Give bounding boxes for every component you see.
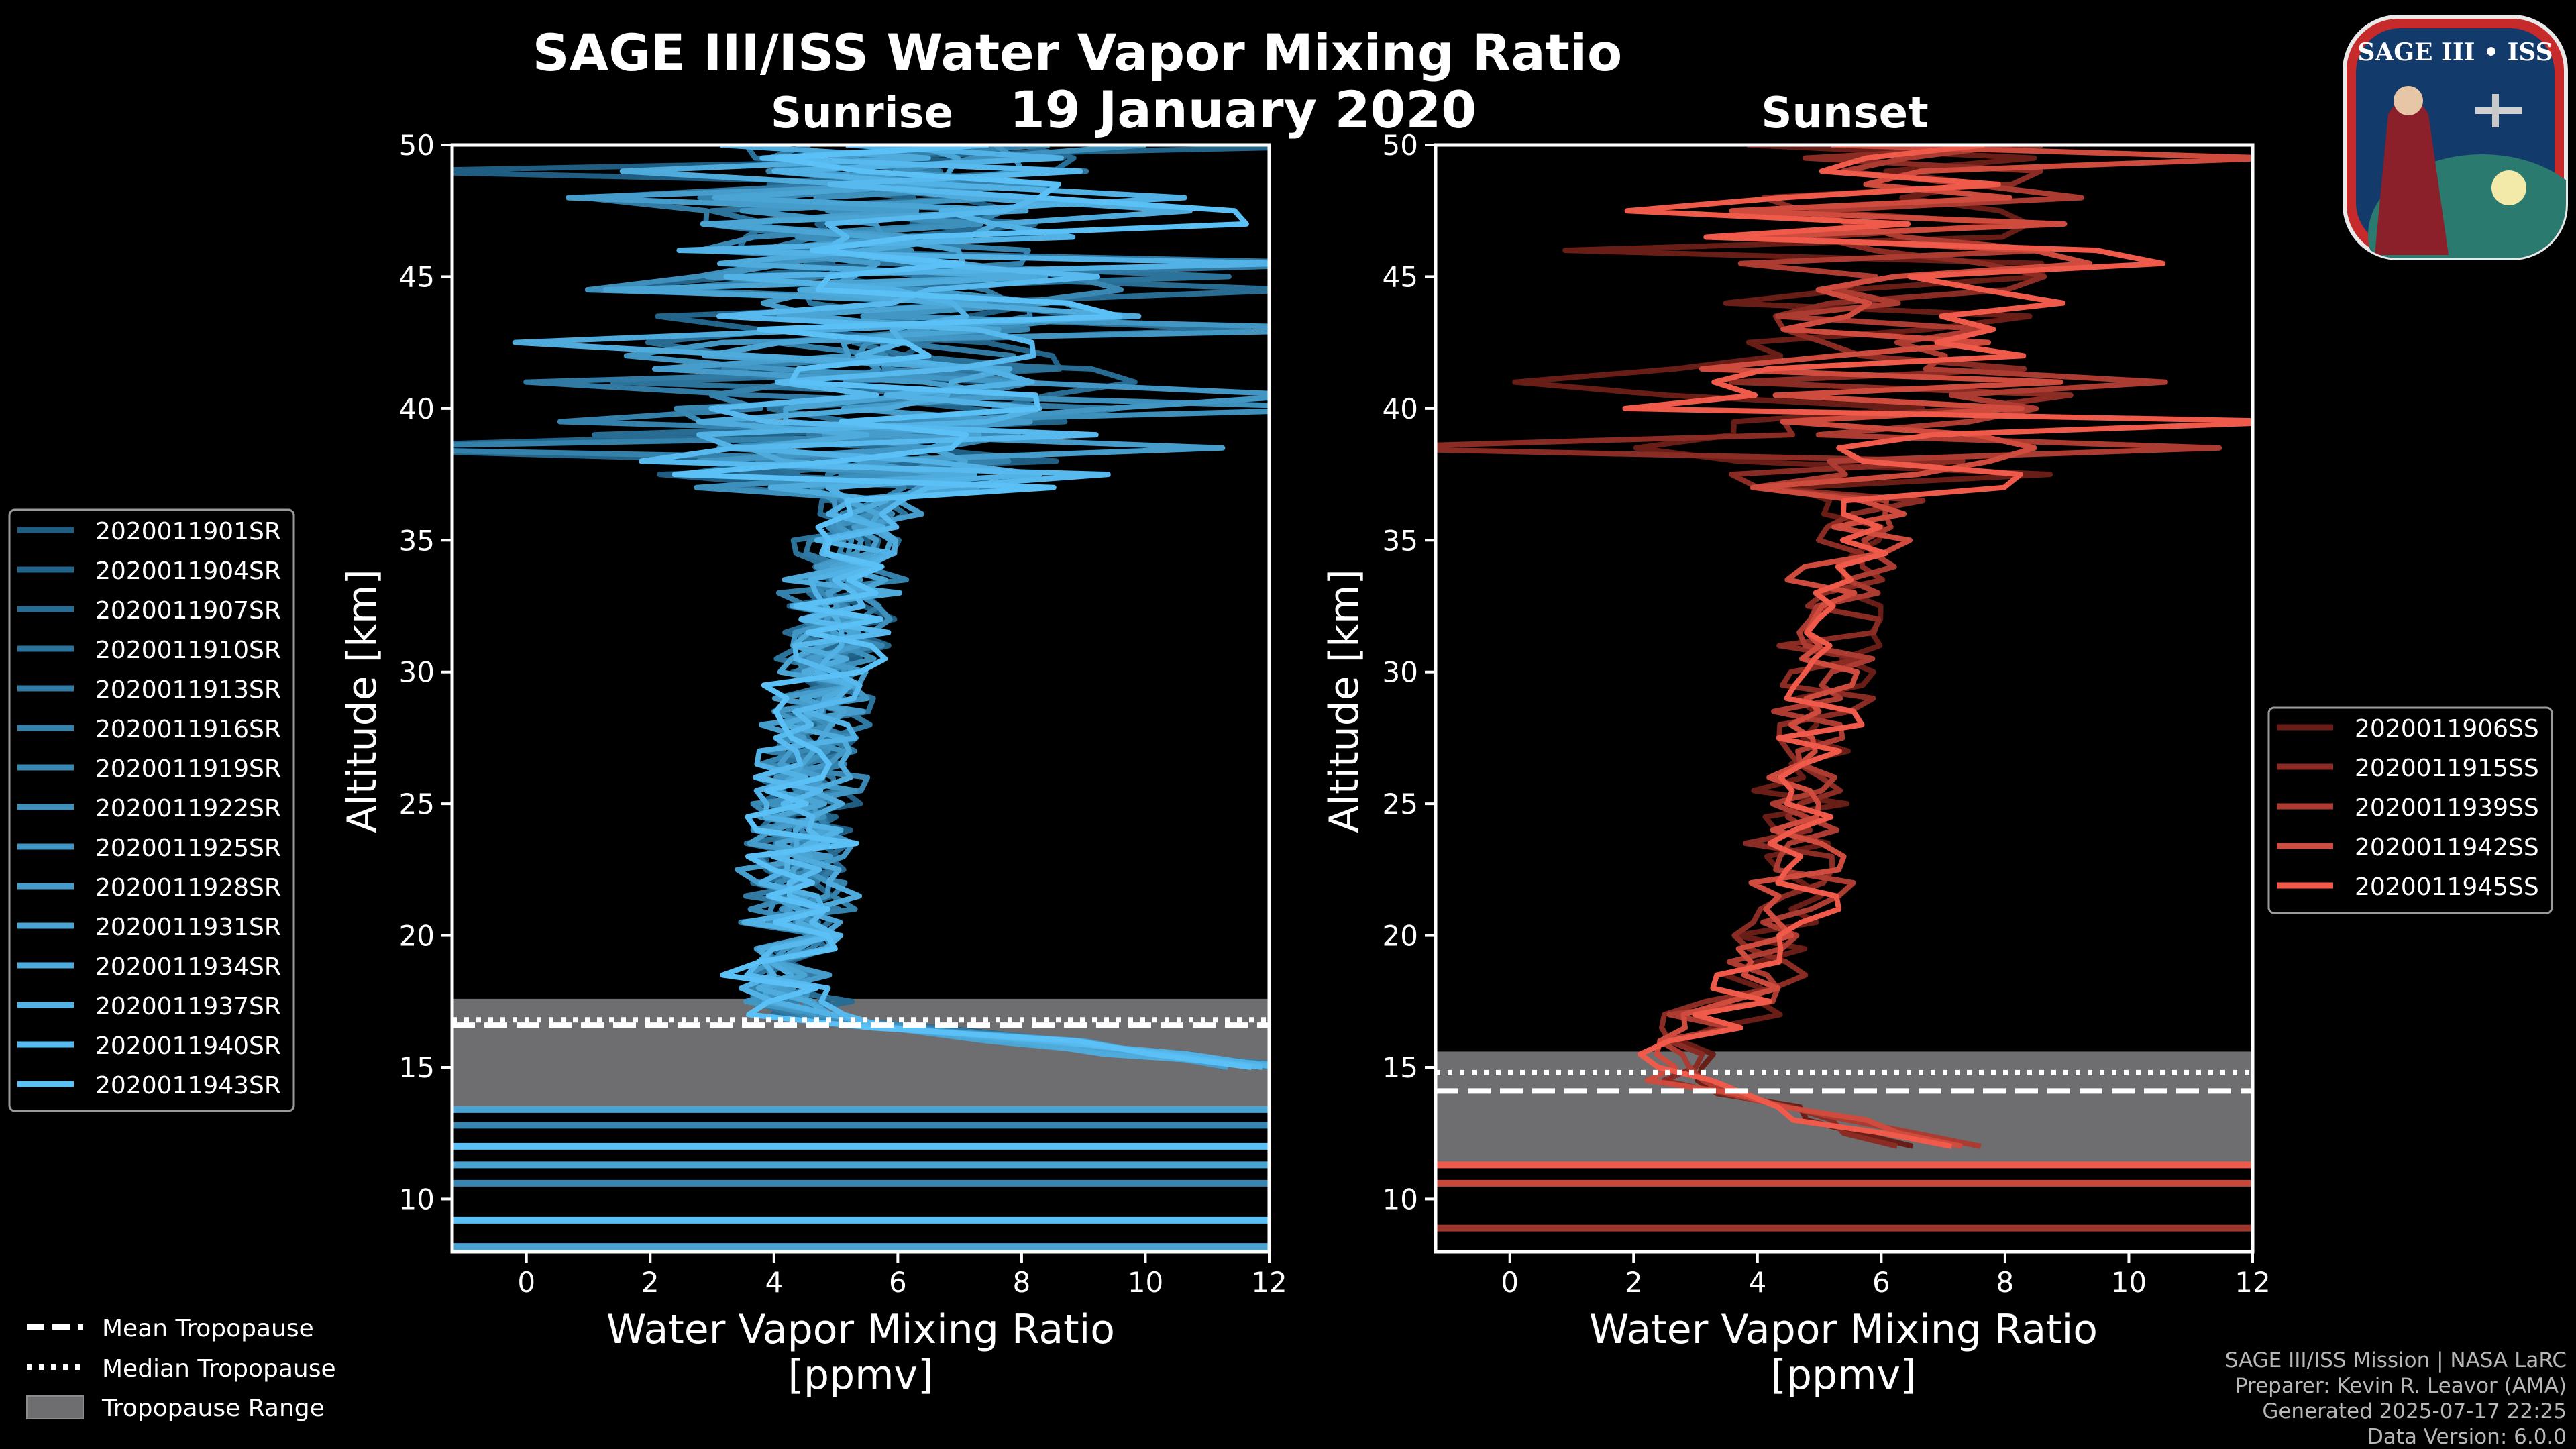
logo-title: SAGE III • ISS <box>2357 38 2553 66</box>
legend-label-2020011906SS: 2020011906SS <box>2355 715 2539 743</box>
y-tick-label: 20 <box>1383 920 1418 953</box>
y-tick-label: 45 <box>399 260 435 293</box>
sunrise-panel-title: Sunrise <box>771 89 953 138</box>
sunset-x-axis-label: Water Vapor Mixing Ratio <box>1589 1306 2098 1353</box>
profile-line-2020011937SR <box>676 145 1269 1069</box>
logo-iss-panel <box>2492 94 2499 127</box>
legend-label-2020011943SR: 2020011943SR <box>95 1072 281 1099</box>
x-tick-label: 6 <box>1872 1266 1890 1299</box>
legend-label-2020011913SR: 2020011913SR <box>95 676 281 704</box>
y-tick-label: 35 <box>1383 524 1418 557</box>
y-tick-label: 20 <box>399 920 435 953</box>
y-tick-label: 10 <box>399 1183 435 1216</box>
profile-line-2020011942SS <box>1644 145 2253 1149</box>
sunrise-legend: 2020011901SR 2020011904SR 2020011907SR 2020… <box>8 508 295 1112</box>
sunrise-legend-frame <box>8 508 295 1112</box>
y-tick-label: 40 <box>1383 392 1418 425</box>
main-title: SAGE III/ISS Water Vapor Mixing Ratio <box>533 23 1623 83</box>
median-tropopause-label: Median Tropopause <box>102 1355 336 1383</box>
x-tick-label: 0 <box>517 1266 535 1299</box>
x-tick-label: 4 <box>1748 1266 1766 1299</box>
y-tick-label: 10 <box>1383 1183 1418 1216</box>
legend-label-2020011934SR: 2020011934SR <box>95 953 281 981</box>
x-tick-label: 8 <box>1013 1266 1031 1299</box>
x-tick-label: 2 <box>641 1266 659 1299</box>
tropopause-range-band <box>1436 1051 2253 1165</box>
legend-label-2020011939SS: 2020011939SS <box>2355 794 2539 822</box>
legend-label-2020011928SR: 2020011928SR <box>95 874 281 902</box>
x-tick-label: 4 <box>765 1266 783 1299</box>
logo-figure-head <box>2394 86 2423 115</box>
sunrise-y-axis-label: Altitude [km] <box>339 569 386 833</box>
legend-label-2020011942SS: 2020011942SS <box>2355 834 2539 861</box>
profile-lines <box>1436 145 2253 1232</box>
credit-data-version: Data Version: 6.0.0 <box>2367 1425 2567 1449</box>
sunrise-x-axis-unit: [ppmv] <box>788 1352 934 1399</box>
sunrise-plot: 0 2 4 6 8 10 12 10 15 20 25 30 35 40 45 50 <box>399 129 1287 1299</box>
y-tick-label: 15 <box>399 1051 435 1084</box>
legend-label-2020011937SR: 2020011937SR <box>95 993 281 1020</box>
y-tick-label: 25 <box>399 788 435 820</box>
sunrise-x-axis-label: Water Vapor Mixing Ratio <box>606 1306 1115 1353</box>
mean-tropopause-label: Mean Tropopause <box>102 1315 314 1342</box>
legend-label-2020011901SR: 2020011901SR <box>95 518 281 545</box>
logo-figure <box>2375 97 2449 255</box>
plot-frame <box>1434 143 2255 1254</box>
legend-label-2020011925SR: 2020011925SR <box>95 835 281 862</box>
y-tick-label: 30 <box>399 656 435 689</box>
x-tick-label: 12 <box>2235 1266 2270 1299</box>
x-tick-label: 10 <box>1128 1266 1163 1299</box>
profile-line-2020011915SS <box>1436 145 2074 1149</box>
legend-label-2020011940SR: 2020011940SR <box>95 1032 281 1060</box>
x-tick-label: 12 <box>1251 1266 1287 1299</box>
credit-generated: Generated 2025-07-17 22:25 <box>2262 1399 2567 1424</box>
legend-label-2020011919SR: 2020011919SR <box>95 755 281 783</box>
credits: SAGE III/ISS Mission | NASA LaRC Prepare… <box>2225 1348 2567 1449</box>
legend-label-2020011931SR: 2020011931SR <box>95 914 281 941</box>
legend-label-2020011907SR: 2020011907SR <box>95 597 281 625</box>
sunset-panel-title: Sunset <box>1761 89 1928 138</box>
x-tick-label: 6 <box>889 1266 907 1299</box>
legend-label-2020011915SS: 2020011915SS <box>2355 755 2539 782</box>
x-tick-label: 8 <box>1996 1266 2015 1299</box>
profile-line-2020011945SS <box>1622 145 2253 1149</box>
legend-label-2020011945SS: 2020011945SS <box>2355 873 2539 901</box>
legend-label-2020011904SR: 2020011904SR <box>95 557 281 585</box>
date-title: 19 January 2020 <box>1010 80 1477 140</box>
y-tick-label: 40 <box>399 392 435 425</box>
profile-line-2020011906SS <box>1512 145 2053 1149</box>
sunset-y-axis-label: Altitude [km] <box>1321 569 1368 833</box>
y-tick-label: 30 <box>1383 656 1418 689</box>
x-tick-label: 2 <box>1625 1266 1643 1299</box>
legend-label-2020011910SR: 2020011910SR <box>95 637 281 664</box>
profile-line-2020011939SS <box>1657 145 2222 1149</box>
y-tick-label: 35 <box>399 524 435 557</box>
y-tick-label: 50 <box>399 129 435 162</box>
credit-mission: SAGE III/ISS Mission | NASA LaRC <box>2225 1348 2567 1373</box>
y-tick-label: 45 <box>1383 260 1418 293</box>
legend-label-2020011922SR: 2020011922SR <box>95 795 281 822</box>
tropopause-legend: Mean Tropopause Median Tropopause Tropop… <box>26 1315 336 1422</box>
sunset-plot: 0 2 4 6 8 10 12 10 15 20 25 30 35 40 45 50 <box>1383 129 2271 1299</box>
legend-label-2020011916SR: 2020011916SR <box>95 716 281 743</box>
plot-frame <box>450 143 1271 1254</box>
y-tick-label: 15 <box>1383 1051 1418 1084</box>
profile-lines <box>452 145 1269 1252</box>
sunset-legend-frame <box>2267 706 2553 914</box>
y-tick-label: 50 <box>1383 129 1418 162</box>
sunset-x-axis-unit: [ppmv] <box>1771 1352 1917 1399</box>
x-tick-label: 0 <box>1501 1266 1519 1299</box>
y-tick-label: 25 <box>1383 788 1418 820</box>
profile-line-2020011943SR <box>672 145 1252 1070</box>
logo-moon <box>2491 170 2526 205</box>
tropopause-range-label: Tropopause Range <box>101 1395 325 1422</box>
sage-iii-iss-logo: SAGE III • ISS <box>2343 15 2568 260</box>
tropopause-range-swatch <box>26 1395 84 1419</box>
credit-preparer: Preparer: Kevin R. Leavor (AMA) <box>2235 1374 2567 1398</box>
x-tick-label: 10 <box>2111 1266 2147 1299</box>
sunset-legend: 2020011906SS 2020011915SS 2020011939SS 2020… <box>2267 706 2553 914</box>
